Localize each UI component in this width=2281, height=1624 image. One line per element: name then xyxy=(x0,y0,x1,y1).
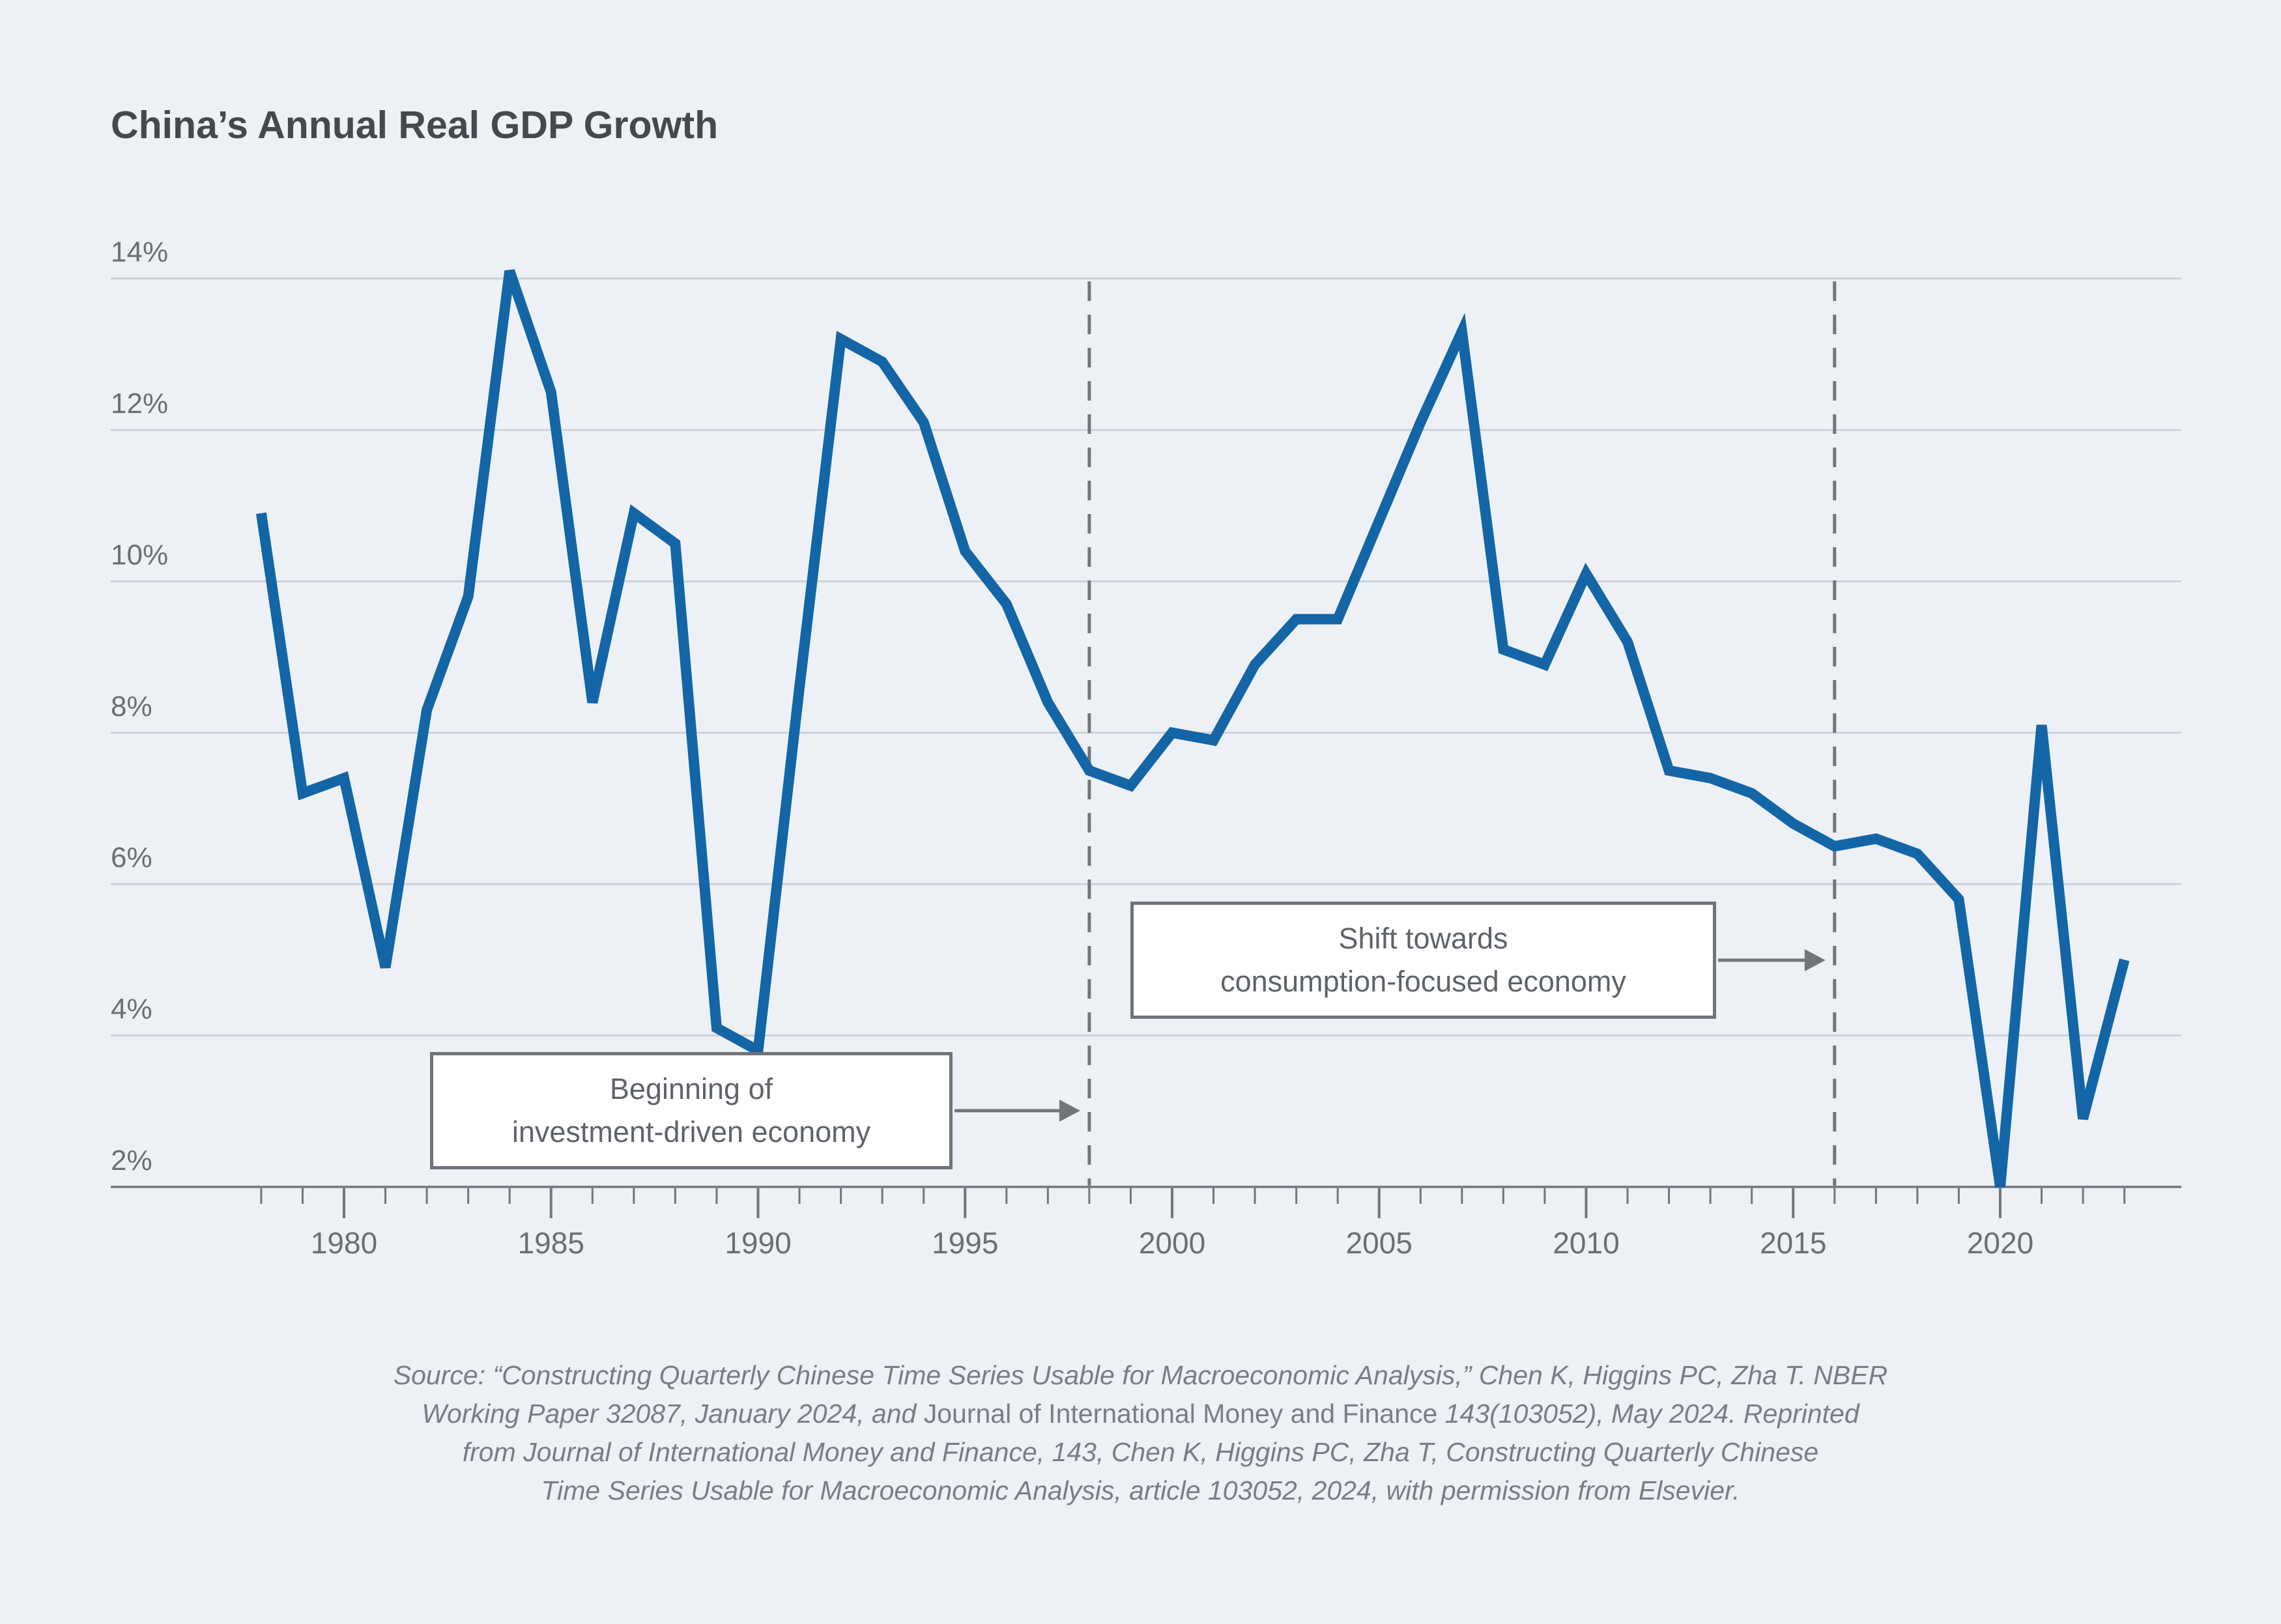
y-tick-label: 10% xyxy=(111,539,168,571)
x-tick-label: 1995 xyxy=(932,1226,998,1260)
x-tick-label: 1980 xyxy=(311,1226,377,1260)
y-tick-label: 6% xyxy=(111,842,152,874)
chart-title: China’s Annual Real GDP Growth xyxy=(111,104,719,147)
annotation-arrow-head xyxy=(1059,1100,1080,1122)
annotation-text-line: Shift towards xyxy=(1338,922,1508,955)
x-tick-label: 2010 xyxy=(1553,1226,1619,1260)
annotation-text-line: investment-driven economy xyxy=(511,1115,871,1148)
source-line: Time Series Usable for Macroeconomic Ana… xyxy=(541,1475,1740,1505)
x-tick-label: 2005 xyxy=(1346,1226,1413,1260)
source-note: Source: “Constructing Quarterly Chinese … xyxy=(111,1356,2170,1510)
annotation-box-consumption: Shift towards consumption-focused econom… xyxy=(1130,902,1716,1019)
annotation-arrow-head xyxy=(1804,949,1826,971)
gdp-growth-line xyxy=(255,269,2130,1188)
x-tick-label: 2020 xyxy=(1967,1226,2033,1260)
source-line: Working Paper 32087, January 2024, and J… xyxy=(422,1399,1859,1429)
x-tick-label: 2000 xyxy=(1139,1226,1205,1260)
x-tick-label: 2015 xyxy=(1760,1226,1826,1260)
y-tick-label: 12% xyxy=(111,388,168,420)
y-tick-label: 8% xyxy=(111,691,152,722)
x-tick-label: 1985 xyxy=(518,1226,584,1260)
journal-name: Journal of International Money and Finan… xyxy=(923,1399,1438,1429)
source-line: Source: “Constructing Quarterly Chinese … xyxy=(393,1360,1888,1390)
y-tick-label: 4% xyxy=(111,993,152,1025)
y-tick-label: 14% xyxy=(111,236,168,268)
annotation-text-line: consumption-focused economy xyxy=(1220,965,1626,998)
x-tick-label: 1990 xyxy=(724,1226,791,1260)
y-tick-label: 2% xyxy=(111,1145,152,1176)
annotation-text-line: Beginning of xyxy=(609,1072,773,1105)
annotation-box-investment: Beginning of investment-driven economy xyxy=(430,1052,953,1169)
source-line: from Journal of International Money and … xyxy=(462,1437,1819,1467)
